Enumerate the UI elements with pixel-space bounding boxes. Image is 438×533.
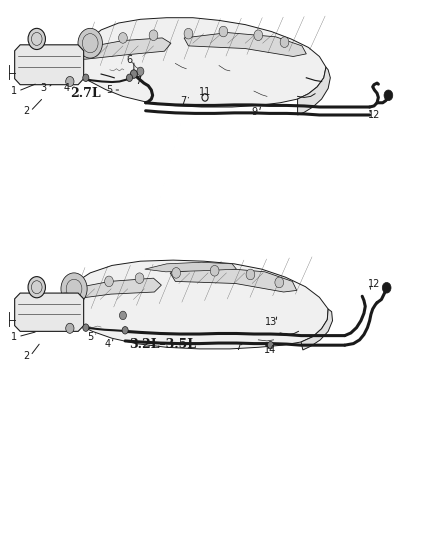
Polygon shape — [170, 268, 297, 292]
Circle shape — [78, 28, 102, 58]
Text: 5: 5 — [87, 332, 93, 342]
Text: 7: 7 — [135, 77, 141, 86]
Circle shape — [28, 277, 46, 298]
Text: 5: 5 — [106, 85, 112, 95]
Circle shape — [28, 28, 46, 50]
Text: 4: 4 — [64, 83, 70, 93]
Text: 4: 4 — [105, 338, 111, 349]
Polygon shape — [14, 293, 84, 332]
Text: 3: 3 — [40, 83, 46, 93]
Circle shape — [382, 282, 391, 293]
Text: 2: 2 — [23, 106, 29, 116]
Circle shape — [120, 311, 127, 320]
Circle shape — [119, 33, 127, 43]
Polygon shape — [297, 67, 330, 115]
Text: 14: 14 — [265, 345, 277, 356]
Circle shape — [280, 37, 289, 47]
Circle shape — [57, 293, 73, 312]
Polygon shape — [301, 309, 332, 350]
Circle shape — [219, 26, 228, 37]
Circle shape — [184, 28, 193, 39]
Circle shape — [83, 74, 89, 82]
Text: 6: 6 — [127, 55, 133, 65]
Circle shape — [172, 268, 180, 278]
Polygon shape — [68, 18, 326, 107]
Text: 13: 13 — [265, 317, 278, 327]
Text: 12: 12 — [368, 279, 380, 288]
Circle shape — [66, 323, 74, 333]
Text: 2.7L: 2.7L — [71, 87, 101, 100]
Circle shape — [66, 76, 74, 86]
Polygon shape — [77, 38, 171, 59]
Text: 1: 1 — [11, 332, 17, 342]
Circle shape — [275, 277, 284, 288]
Text: 11: 11 — [199, 87, 211, 97]
Circle shape — [131, 70, 138, 78]
Polygon shape — [184, 33, 306, 56]
Circle shape — [61, 273, 87, 305]
Polygon shape — [62, 278, 161, 304]
Circle shape — [268, 342, 274, 349]
Text: 12: 12 — [368, 110, 380, 120]
Text: 7: 7 — [180, 95, 186, 106]
Polygon shape — [14, 45, 84, 85]
Circle shape — [210, 265, 219, 276]
Circle shape — [135, 273, 144, 284]
Circle shape — [149, 30, 158, 41]
Circle shape — [246, 269, 255, 280]
Circle shape — [105, 276, 113, 287]
Polygon shape — [53, 260, 328, 349]
Text: 9: 9 — [252, 107, 258, 117]
Polygon shape — [145, 262, 237, 272]
Circle shape — [254, 30, 263, 41]
Circle shape — [137, 67, 144, 76]
Text: 7: 7 — [236, 342, 242, 352]
Text: 2: 2 — [23, 351, 29, 361]
Circle shape — [127, 74, 133, 82]
Circle shape — [83, 324, 89, 332]
Circle shape — [384, 90, 393, 101]
Text: 1: 1 — [11, 86, 17, 96]
Text: 3.2L–3.5L: 3.2L–3.5L — [129, 338, 196, 351]
Circle shape — [122, 327, 128, 334]
